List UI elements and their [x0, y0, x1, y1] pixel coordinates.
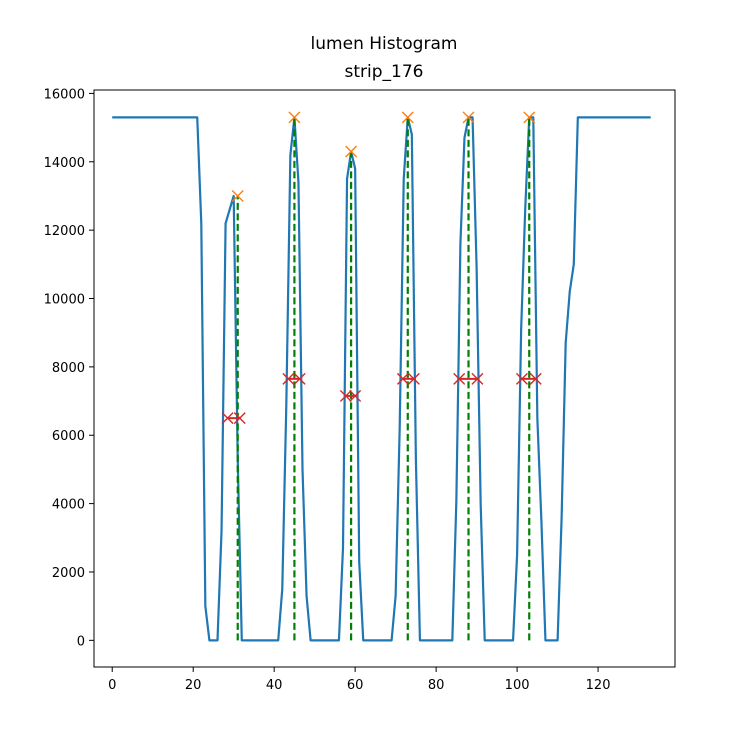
peak-marker-5 — [523, 111, 536, 124]
plot-area — [112, 111, 651, 642]
width-marker-left-2-stroke-b — [339, 389, 352, 402]
y-tick-label-4: 8000 — [52, 361, 85, 376]
y-tick-label-8: 16000 — [44, 87, 85, 102]
width-marker-right-1-stroke-b — [293, 372, 306, 385]
peak-marker-1-stroke-b — [288, 111, 301, 124]
width-marker-right-3 — [407, 372, 420, 385]
peak-marker-0 — [231, 189, 244, 202]
width-marker-left-1-stroke-b — [282, 372, 295, 385]
peak-marker-0-stroke-b — [231, 189, 244, 202]
y-tick-label-7: 14000 — [44, 156, 85, 171]
peak-marker-3 — [401, 111, 414, 124]
peak-marker-2-stroke-b — [345, 145, 358, 158]
peak-marker-2 — [345, 145, 358, 158]
chart-subtitle: strip_176 — [345, 62, 424, 82]
width-marker-left-1 — [282, 372, 295, 385]
x-tick-label-6: 120 — [586, 678, 611, 693]
width-marker-left-3-stroke-b — [396, 372, 409, 385]
x-tick-label-2: 40 — [266, 678, 283, 693]
axes-frame — [93, 89, 676, 668]
width-marker-right-2 — [349, 389, 362, 402]
series-line-0 — [112, 116, 651, 642]
plot-clipped-group — [112, 111, 651, 642]
width-marker-right-1 — [293, 372, 306, 385]
x-tick-label-0: 0 — [108, 678, 116, 693]
width-marker-right-5-stroke-b — [529, 372, 542, 385]
x-tick-label-3: 60 — [347, 678, 364, 693]
width-marker-right-3-stroke-b — [407, 372, 420, 385]
y-tick-label-3: 6000 — [52, 429, 85, 444]
width-marker-right-5 — [529, 372, 542, 385]
width-marker-left-0-stroke-b — [221, 412, 234, 425]
width-marker-left-0 — [221, 412, 234, 425]
width-marker-left-5-stroke-b — [515, 372, 528, 385]
width-marker-left-4 — [453, 372, 466, 385]
x-tick-label-4: 80 — [428, 678, 445, 693]
y-tick-label-1: 2000 — [52, 566, 85, 581]
y-tick-label-0: 0 — [77, 634, 85, 649]
width-marker-left-2 — [339, 389, 352, 402]
chart-title: lumen Histogram — [311, 34, 458, 54]
peak-marker-4 — [462, 111, 475, 124]
width-marker-right-4-stroke-b — [471, 372, 484, 385]
width-marker-right-0 — [233, 412, 246, 425]
width-marker-right-0-stroke-b — [233, 412, 246, 425]
width-marker-right-2-stroke-b — [349, 389, 362, 402]
peak-marker-1 — [288, 111, 301, 124]
width-marker-left-5 — [515, 372, 528, 385]
axes: 0 20 40 60 80 100 120 0 2000 4000 6000 8000 10000 120… — [44, 87, 676, 693]
y-tick-label-6: 12000 — [44, 224, 85, 239]
peak-marker-5-stroke-b — [523, 111, 536, 124]
x-tick-label-5: 100 — [505, 678, 530, 693]
x-tick-label-1: 20 — [185, 678, 202, 693]
width-marker-right-4 — [471, 372, 484, 385]
peak-marker-4-stroke-b — [462, 111, 475, 124]
width-marker-left-4-stroke-b — [453, 372, 466, 385]
peak-marker-3-stroke-b — [401, 111, 414, 124]
y-tick-label-2: 4000 — [52, 498, 85, 513]
width-marker-left-3 — [396, 372, 409, 385]
y-tick-label-5: 10000 — [44, 293, 85, 308]
